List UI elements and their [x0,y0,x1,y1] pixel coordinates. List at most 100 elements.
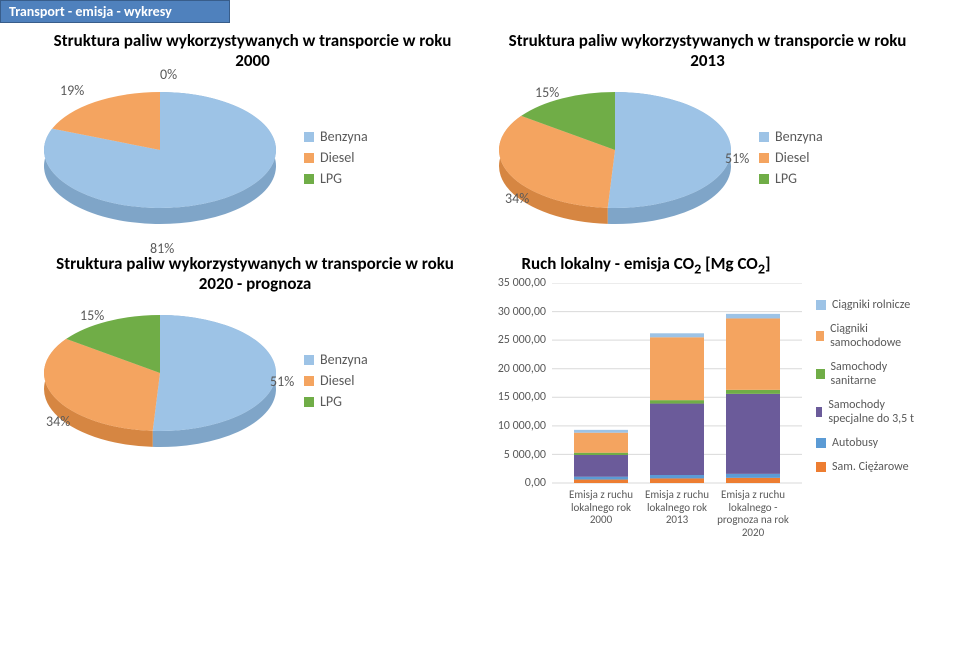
legend-label: Ciągniki rolnicze [832,298,910,312]
legend-item: Diesel [304,149,368,166]
y-tick-label: 0,00 [490,476,546,490]
bar-segment [726,474,780,478]
pie-2000-card: Struktura paliw wykorzystywanych w trans… [40,31,465,236]
y-tick-label: 35 000,00 [490,276,546,290]
bar-chart-card: Ruch lokalny - emisja CO2 [Mg CO2] 0,00 5… [490,254,920,543]
pie-2020-card: Struktura paliw wykorzystywanych w trans… [40,254,470,543]
y-tick-label: 5 000,00 [490,448,546,462]
legend-label: Diesel [320,149,354,166]
legend-swatch [816,300,826,310]
legend-label: Autobusy [832,436,878,450]
bar-segment [650,337,704,400]
y-tick-label: 20 000,00 [490,362,546,376]
legend-label: Sam. Ciężarowe [832,460,909,474]
legend-label: Ciągniki samochodowe [830,322,920,350]
legend-label: LPG [775,170,797,187]
y-tick-label: 10 000,00 [490,419,546,433]
legend-item: Samochody sanitarne [816,360,920,388]
legend-item: Benzyna [304,128,368,145]
legend-label: LPG [320,393,342,410]
legend-swatch [304,132,314,142]
page-header: Transport - emisja - wykresy [0,0,230,23]
bar-chart-plot: 0,00 5 000,00 10 000,00 15 000,00 20 000,00 2… [490,283,802,543]
legend-swatch [759,153,769,163]
pie-slice-label: 15% [535,84,559,101]
pie-2013-card: Struktura paliw wykorzystywanych w trans… [495,31,920,236]
y-tick-label: 25 000,00 [490,333,546,347]
legend-item: LPG [759,170,823,187]
legend-item: Sam. Ciężarowe [816,460,920,474]
bar-segment [726,314,780,319]
bar-segment [650,404,704,475]
y-tick-label: 15 000,00 [490,390,546,404]
pie-2000-legend: Benzyna Diesel LPG [304,124,368,191]
legend-item: Ciągniki samochodowe [816,322,920,350]
bar-segment [574,453,628,455]
pie-2013-legend: Benzyna Diesel LPG [759,124,823,191]
legend-item: Ciągniki rolnicze [816,298,920,312]
legend-item: Benzyna [304,351,368,368]
bar-segment [726,478,780,483]
bar-segment [726,319,780,390]
legend-label: Samochody sanitarne [831,360,920,388]
pie-slice-label: 51% [270,373,294,390]
legend-swatch [304,355,314,365]
bar-segment [574,480,628,483]
pie-slice-label: 19% [60,82,84,99]
bar-segment [574,433,628,453]
legend-swatch [816,331,824,341]
bar-segment [650,479,704,484]
legend-swatch [816,369,825,379]
pie-2000-chart: 81%19%0% [40,80,280,236]
legend-label: Benzyna [320,351,368,368]
legend-swatch [816,438,826,448]
legend-swatch [304,174,314,184]
legend-swatch [304,376,314,386]
bar-segment [726,390,780,394]
x-tick-label: Emisja z ruchu lokalnego - prognoza na r… [717,489,789,540]
legend-label: Benzyna [775,128,823,145]
pie-2000-title: Struktura paliw wykorzystywanych w trans… [40,31,465,72]
legend-label: Diesel [775,149,809,166]
legend-swatch [816,462,826,472]
pie-slice-label: 51% [725,150,749,167]
legend-item: Diesel [304,372,368,389]
legend-swatch [304,153,314,163]
pie-slice-label: 0% [160,66,177,83]
bar-chart-title: Ruch lokalny - emisja CO2 [Mg CO2] [490,254,802,277]
legend-item: LPG [304,170,368,187]
bar-segment [574,477,628,480]
y-tick-label: 30 000,00 [490,305,546,319]
bar-segment [650,400,704,403]
x-tick-label: Emisja z ruchu lokalnego rok 2013 [641,489,713,527]
pie-2013-title: Struktura paliw wykorzystywanych w trans… [495,31,920,72]
legend-item: Samochody specjalne do 3,5 t [816,398,920,426]
legend-item: LPG [304,393,368,410]
pie-slice-label: 81% [150,240,174,257]
bar-chart-legend: Ciągniki rolnicze Ciągniki samochodowe Sam… [816,288,920,543]
pie-slice-label: 34% [46,413,70,430]
legend-swatch [759,132,769,142]
legend-label: LPG [320,170,342,187]
pie-2020-title: Struktura paliw wykorzystywanych w trans… [40,254,470,295]
legend-swatch [759,174,769,184]
bar-segment [726,394,780,474]
legend-label: Benzyna [320,128,368,145]
legend-swatch [816,407,822,417]
pie-2020-legend: Benzyna Diesel LPG [304,347,368,414]
legend-item: Benzyna [759,128,823,145]
pie-2013-chart: 51%34%15% [495,80,735,236]
x-tick-label: Emisja z ruchu lokalnego rok 2000 [565,489,637,527]
legend-swatch [304,397,314,407]
bottom-row: Struktura paliw wykorzystywanych w trans… [0,236,960,543]
legend-label: Diesel [320,372,354,389]
bar-segment [650,475,704,478]
bar-segment [574,430,628,433]
pie-2020-chart: 51%34%15% [40,303,280,459]
pie-slice-label: 34% [505,190,529,207]
bar-segment [650,333,704,337]
pie-slice-label: 15% [80,307,104,324]
legend-label: Samochody specjalne do 3,5 t [828,398,920,426]
bar-segment [574,455,628,477]
legend-item: Autobusy [816,436,920,450]
